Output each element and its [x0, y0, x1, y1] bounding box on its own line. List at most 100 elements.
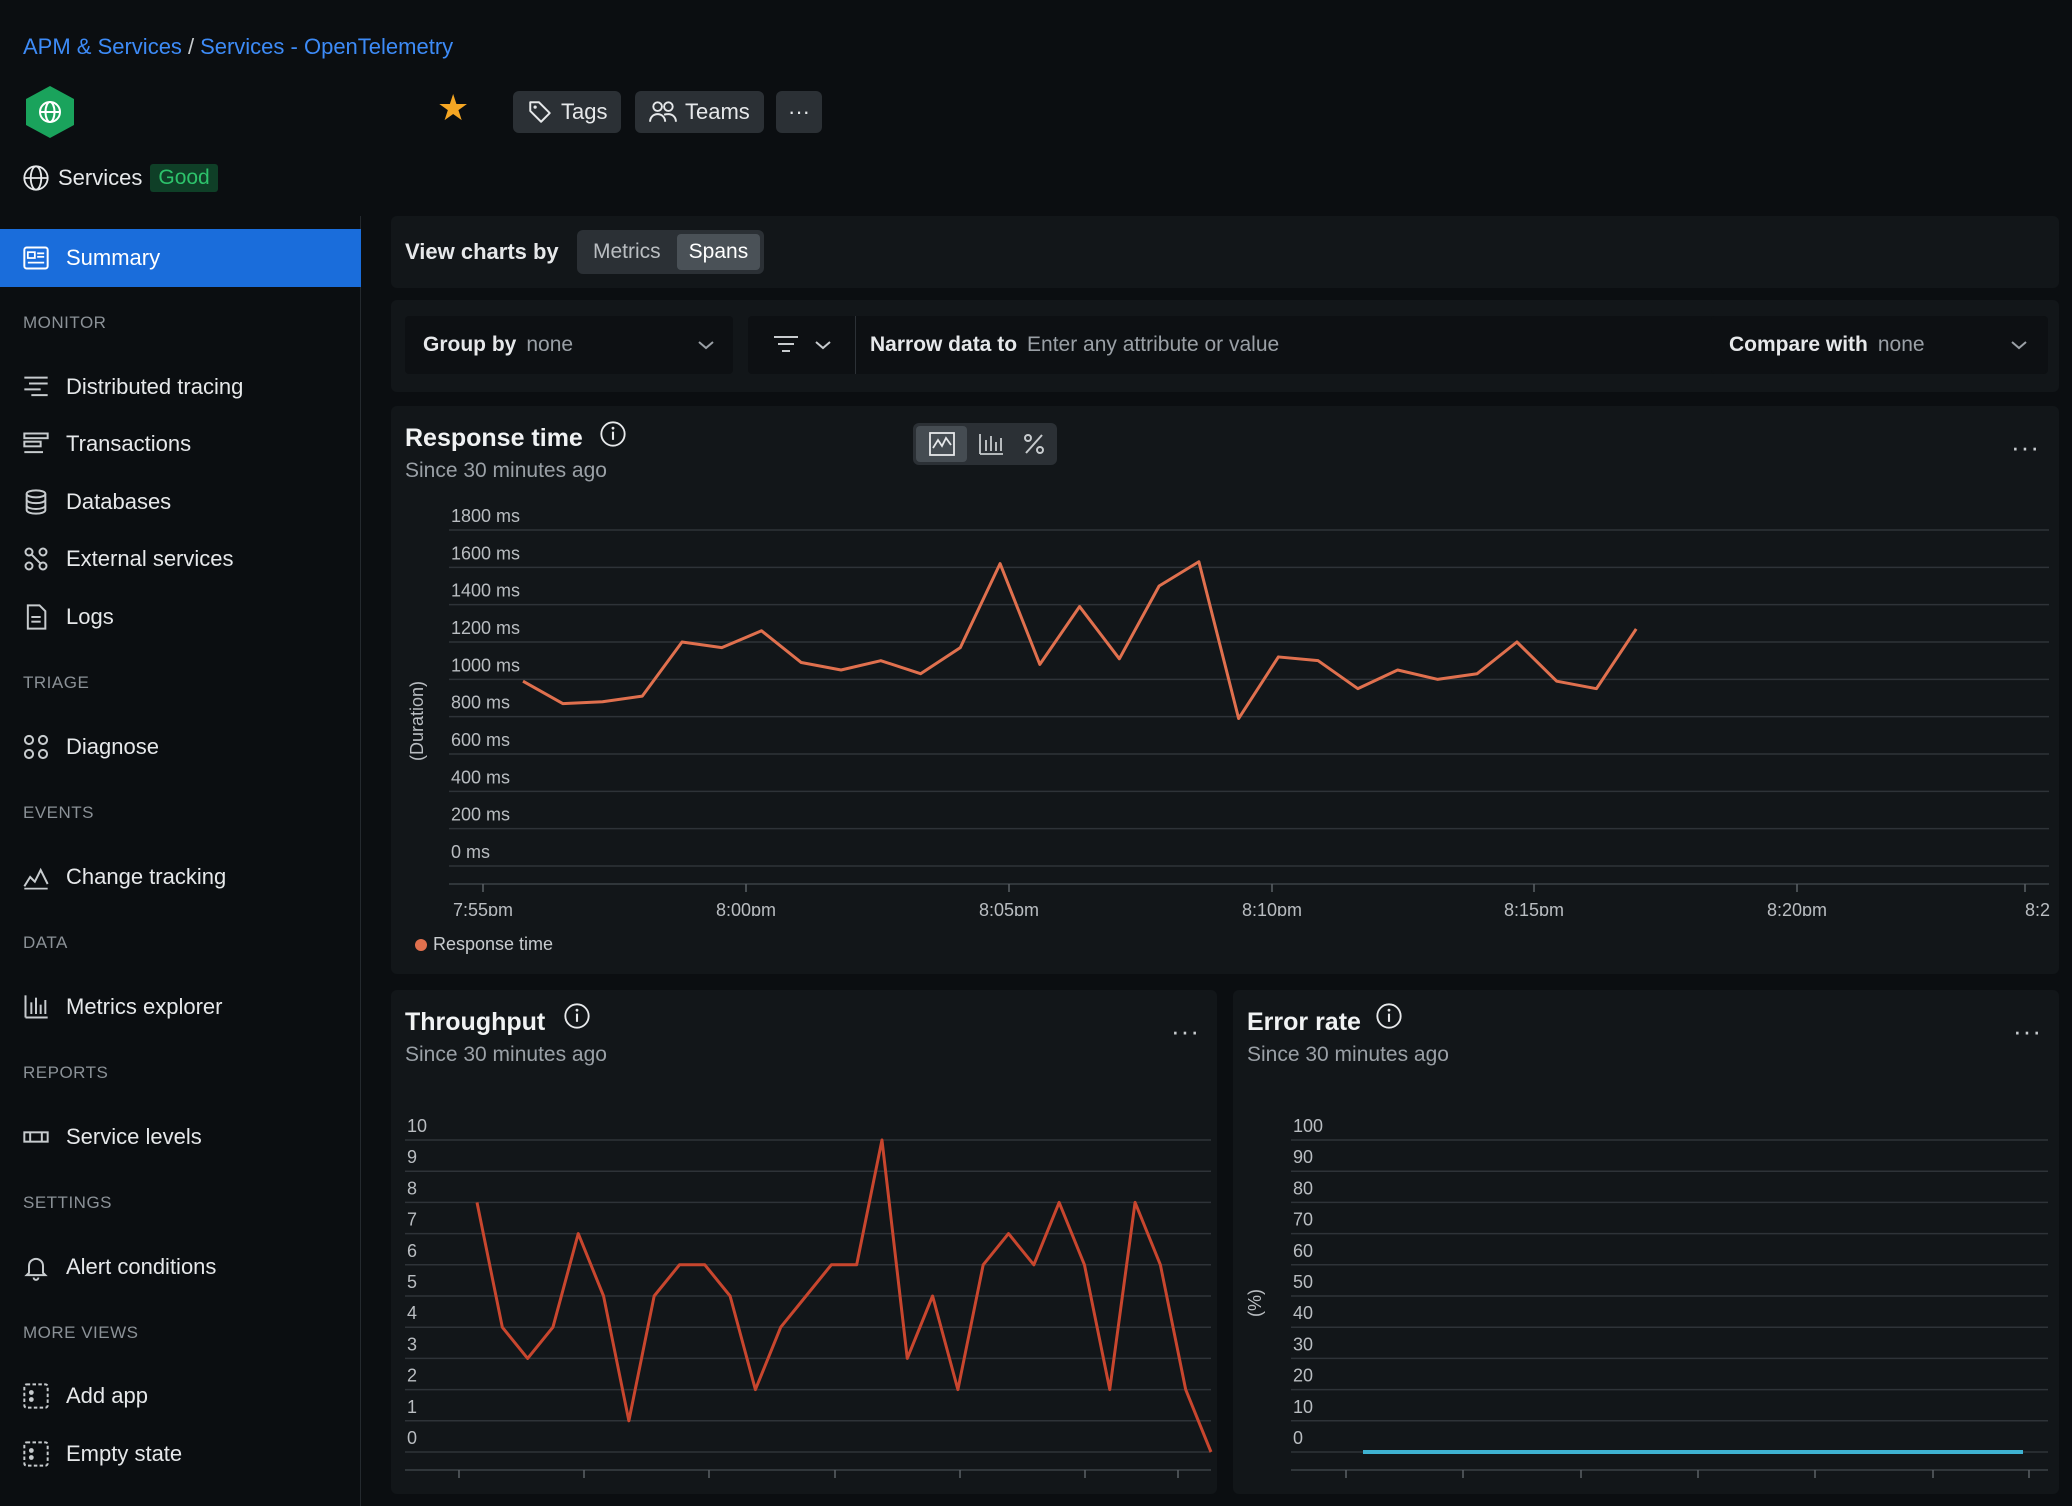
y-tick-label: 1 — [407, 1397, 417, 1417]
card-menu-button[interactable]: ··· — [2011, 432, 2040, 462]
sidebar-item-label: Summary — [66, 245, 161, 270]
percent-toggle[interactable] — [1015, 426, 1054, 462]
teams-button[interactable]: Teams — [635, 91, 764, 133]
card-menu-button[interactable]: ··· — [1171, 1016, 1200, 1046]
tracing-icon — [24, 376, 48, 397]
response-time-title: Response time — [405, 424, 583, 452]
bar-chart-toggle[interactable] — [971, 426, 1010, 462]
chevron-down-icon — [814, 341, 831, 350]
sidebar-item-label: Alert conditions — [66, 1254, 217, 1279]
more-actions-label: ··· — [788, 99, 810, 124]
line-chart-toggle[interactable] — [916, 426, 968, 462]
sidebar-item-label: Databases — [66, 489, 172, 514]
x-tick-label: 8:20pm — [1055, 1486, 1115, 1488]
sidebar-item-logs[interactable]: Logs — [0, 588, 361, 646]
filter-bar: Group by none Narrow data to Enter any a… — [391, 300, 2059, 392]
error-rate-title: Error rate — [1247, 1008, 1361, 1036]
y-tick-label: 50 — [1293, 1272, 1313, 1292]
error-rate-card: Error rate Since 30 minutes ago ··· 0 10 2… — [1233, 990, 2059, 1494]
throughput-card: Throughput Since 30 minutes ago ··· 0 1 2 3… — [391, 990, 1217, 1494]
percent-icon — [1024, 434, 1045, 454]
sidebar-item-databases[interactable]: Databases — [0, 473, 361, 531]
app-icon — [23, 1383, 49, 1409]
y-tick-label: 1800 ms — [451, 506, 520, 526]
sidebar-item-empty-state[interactable]: Empty state — [0, 1425, 361, 1483]
sidebar-item-summary[interactable]: Summary — [0, 229, 361, 287]
narrow-data-input[interactable]: Enter any attribute or value — [1027, 333, 1280, 356]
y-tick-label: 10 — [1293, 1397, 1313, 1417]
sidebar-item-transactions[interactable]: Transactions — [0, 415, 361, 473]
y-axis-label: (Duration) — [407, 681, 427, 761]
sidebar-item-change-tracking[interactable]: Change tracking — [0, 848, 361, 906]
response-time-chart: 0 ms 200 ms 400 ms 600 ms 800 ms 1000 ms 1200 … — [407, 506, 2050, 916]
x-tick-label: 8:05pm — [979, 900, 1039, 916]
sidebar-item-diagnose[interactable]: Diagnose — [0, 718, 361, 776]
status-badge: Good — [150, 164, 218, 192]
chevron-down-icon — [2011, 341, 2027, 350]
info-icon[interactable] — [1375, 1002, 1403, 1030]
external-services-icon — [24, 547, 48, 571]
sidebar-item-metrics-explorer[interactable]: Metrics explorer — [0, 978, 361, 1036]
breadcrumb-separator: / — [187, 34, 195, 59]
card-menu-button[interactable]: ··· — [2013, 1016, 2042, 1046]
line-chart-icon — [928, 432, 955, 456]
y-tick-label: 70 — [1293, 1210, 1313, 1230]
sidebar-item-label: Service levels — [66, 1124, 202, 1149]
x-tick-label: 8:05pm — [679, 1486, 739, 1488]
x-tick-label: 8:15pm — [1504, 900, 1564, 916]
more-actions-button[interactable]: ··· — [776, 91, 822, 133]
filter-toggle[interactable] — [748, 316, 856, 374]
document-icon — [26, 604, 47, 630]
y-tick-label: 0 — [1293, 1428, 1303, 1448]
y-tick-label: 1400 ms — [451, 581, 520, 601]
y-tick-label: 30 — [1293, 1334, 1313, 1354]
x-tick-label: 7:55pm — [429, 1486, 489, 1488]
segment-spans[interactable]: Spans — [676, 234, 761, 270]
y-tick-label: 800 ms — [451, 693, 510, 713]
view-charts-by-label: View charts by — [405, 239, 559, 264]
x-tick-label: 8:2 — [2025, 900, 2050, 916]
y-tick-label: 1600 ms — [451, 543, 520, 563]
entity-status-line: Services Good — [22, 164, 218, 192]
y-tick-label: 60 — [1293, 1241, 1313, 1261]
narrow-data-label: Narrow data to — [870, 333, 1018, 356]
favorite-star-icon[interactable]: ★ — [437, 87, 470, 128]
x-tick-label: 8:2 — [2029, 1486, 2054, 1488]
x-tick-label: 8:00pm — [716, 900, 776, 916]
breadcrumb-root-link[interactable]: APM & Services — [23, 34, 182, 59]
database-icon — [25, 489, 47, 515]
y-tick-label: 10 — [407, 1116, 427, 1136]
breadcrumb-current-link[interactable]: Services - OpenTelemetry — [200, 34, 454, 59]
sidebar-item-distributed-tracing[interactable]: Distributed tracing — [0, 358, 361, 416]
throughput-subtitle: Since 30 minutes ago — [405, 1043, 607, 1066]
service-levels-icon — [23, 1131, 49, 1143]
teams-label: Teams — [685, 99, 750, 124]
y-tick-label: 40 — [1293, 1303, 1313, 1323]
compare-with-select[interactable]: Compare with none — [1711, 316, 2046, 374]
section-reports: REPORTS — [23, 1063, 109, 1082]
x-tick-label: 8:20pm — [1903, 1486, 1963, 1488]
section-monitor: MONITOR — [23, 313, 107, 332]
globe-icon — [23, 165, 49, 191]
sidebar-item-add-app[interactable]: Add app — [0, 1367, 361, 1425]
x-tick-label: 7:55pm — [1316, 1486, 1376, 1488]
y-tick-label: 20 — [1293, 1366, 1313, 1386]
throughput-chart: 0 1 2 3 4 5 6 7 8 9 10 7:55pm 8:00pm 8:05pm 8:10pm 8:15… — [405, 1116, 1213, 1488]
sidebar-item-alert-conditions[interactable]: Alert conditions — [0, 1238, 361, 1296]
sidebar-item-label: External services — [66, 546, 234, 571]
x-tick-label: 8:10pm — [1668, 1486, 1728, 1488]
group-by-select[interactable]: Group by none — [405, 316, 733, 374]
segment-metrics[interactable]: Metrics — [593, 240, 661, 263]
sidebar-item-service-levels[interactable]: Service levels — [0, 1108, 361, 1166]
tags-button[interactable]: Tags — [513, 91, 622, 133]
sidebar-item-external-services[interactable]: External services — [0, 530, 361, 588]
info-icon[interactable] — [563, 1002, 591, 1030]
y-tick-label: 6 — [407, 1241, 417, 1261]
legend-label: Response time — [433, 934, 554, 954]
x-tick-label: 7:55pm — [453, 900, 513, 916]
breadcrumb: APM & Services / Services - OpenTelemetry — [23, 34, 453, 60]
y-tick-label: 3 — [407, 1334, 417, 1354]
info-icon[interactable] — [599, 420, 627, 448]
bar-chart-icon — [24, 995, 48, 1019]
series-line — [522, 560, 1638, 721]
